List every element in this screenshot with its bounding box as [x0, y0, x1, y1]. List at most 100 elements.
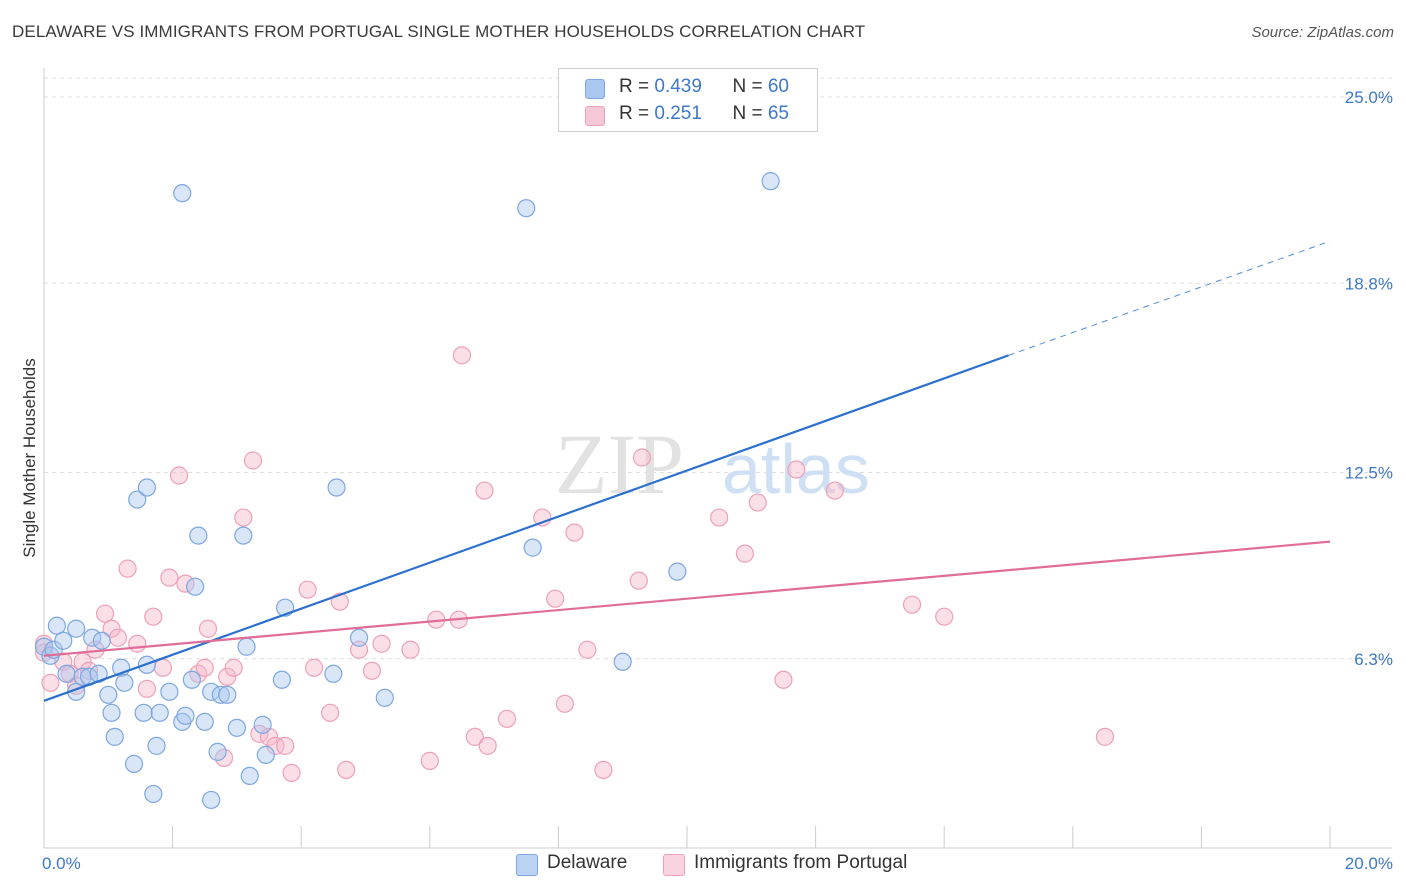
- legend-r-value: 0.251: [654, 103, 702, 124]
- portugal-point: [95, 604, 115, 623]
- delaware-point: [202, 790, 221, 810]
- portugal-point: [465, 727, 484, 746]
- watermark-zip: ZIP: [555, 416, 684, 512]
- delaware-point: [182, 670, 201, 689]
- legend-swatch-portugal: [663, 854, 685, 876]
- legend-n-value: 65: [767, 103, 789, 124]
- portugal-point: [321, 703, 340, 722]
- delaware-point: [186, 577, 205, 596]
- delaware-point: [375, 688, 394, 707]
- delaware-point: [115, 673, 134, 692]
- portugal-point: [774, 670, 793, 689]
- legend-r-value: 0.439: [654, 76, 702, 97]
- delaware-point: [327, 478, 346, 497]
- delaware-point: [189, 526, 208, 545]
- legend-n-value: 60: [767, 76, 789, 97]
- portugal-point: [108, 628, 128, 647]
- delaware-point: [237, 637, 256, 656]
- delaware-point: [240, 766, 259, 786]
- x-tick-label: 20.0%: [1345, 854, 1393, 873]
- portugal-point: [629, 571, 648, 590]
- series-legend: Delaware Immigrants from Portugal: [0, 852, 1406, 878]
- portugal-point: [935, 607, 954, 626]
- legend-label-portugal: Immigrants from Portugal: [694, 852, 908, 873]
- delaware-point: [105, 727, 124, 746]
- portugal-point: [1095, 727, 1115, 746]
- portugal-point: [282, 763, 301, 783]
- data-points: [34, 172, 1115, 810]
- delaware-point: [272, 670, 292, 689]
- delaware-point: [761, 172, 780, 191]
- portugal-point: [594, 760, 613, 779]
- portugal-point: [337, 760, 356, 779]
- delaware-point: [234, 526, 253, 545]
- delaware-point: [124, 754, 144, 773]
- portugal-point: [160, 568, 179, 587]
- portugal-point: [478, 736, 497, 755]
- portugal-point: [546, 589, 565, 608]
- legend-n-label: N =: [732, 76, 768, 97]
- delaware-point: [134, 703, 153, 722]
- trend-lines: [43, 240, 1331, 702]
- delaware-point: [195, 712, 214, 731]
- delaware-point: [54, 631, 73, 650]
- tick-labels: 6.3% 12.5% 18.8% 25.0% 0.0% 20.0%: [42, 88, 1393, 873]
- delaware-point: [208, 742, 227, 761]
- portugal-point: [276, 736, 295, 755]
- watermark-atlas: atlas: [722, 430, 870, 508]
- y-axis-label: Single Mother Households: [20, 358, 39, 557]
- portugal-point: [401, 640, 420, 659]
- portugal-point: [787, 460, 806, 479]
- legend-swatch-delaware: [516, 854, 538, 876]
- correlation-legend: R = 0.439 N = 60 R = 0.251 N = 65: [558, 68, 818, 132]
- delaware-point: [176, 706, 195, 725]
- portugal-point: [748, 493, 767, 512]
- portugal-point: [144, 607, 163, 626]
- delaware-point: [99, 685, 118, 704]
- portugal-trend-line: [43, 540, 1331, 657]
- portugal-point: [372, 634, 391, 653]
- delaware-trend-line: [43, 354, 1009, 702]
- delaware-point: [211, 685, 230, 704]
- axes: [43, 68, 1392, 849]
- delaware-point: [92, 631, 111, 650]
- delaware-point: [253, 715, 272, 734]
- legend-n-label: N =: [732, 103, 768, 124]
- portugal-point: [234, 508, 253, 527]
- delaware-point: [613, 652, 632, 671]
- portugal-point: [224, 658, 243, 677]
- delaware-point: [67, 619, 86, 638]
- delaware-point: [523, 538, 542, 557]
- portugal-point: [41, 673, 60, 692]
- portugal-point: [118, 559, 137, 578]
- delaware-point: [57, 664, 76, 683]
- portugal-point: [578, 640, 597, 659]
- delaware-point: [218, 685, 237, 704]
- portugal-point: [128, 634, 147, 653]
- portugal-point: [195, 658, 214, 677]
- portugal-point: [735, 544, 754, 563]
- portugal-point: [218, 667, 237, 686]
- portugal-point: [298, 580, 317, 599]
- delaware-point: [47, 616, 66, 635]
- portugal-point: [102, 619, 121, 638]
- portugal-point: [825, 481, 844, 500]
- portugal-point: [632, 448, 652, 467]
- legend-label-delaware: Delaware: [547, 852, 628, 873]
- y-tick-label: 6.3%: [1354, 650, 1393, 669]
- portugal-point: [452, 346, 472, 365]
- delaware-point: [173, 184, 192, 203]
- delaware-point: [150, 703, 169, 722]
- delaware-point: [128, 490, 147, 509]
- delaware-trend-extension: [1008, 240, 1331, 356]
- watermark: ZIP atlas: [555, 416, 870, 512]
- y-tick-label: 25.0%: [1345, 88, 1393, 107]
- source-label: Source: ZipAtlas.com: [1251, 24, 1394, 41]
- delaware-point: [256, 745, 275, 764]
- y-tick-label: 18.8%: [1345, 274, 1393, 293]
- gridlines: [44, 77, 1392, 660]
- portugal-point: [362, 661, 382, 680]
- x-tick-label: 0.0%: [42, 854, 81, 873]
- portugal-point: [497, 709, 517, 728]
- delaware-point: [147, 736, 166, 755]
